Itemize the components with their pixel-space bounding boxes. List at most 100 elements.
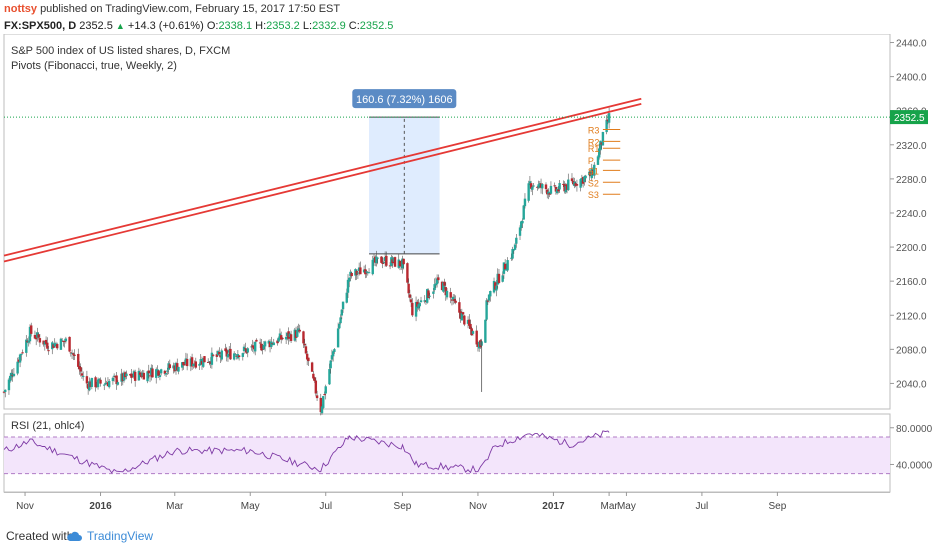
candle-body	[246, 348, 249, 353]
high-label: H:	[255, 20, 267, 32]
candle-body	[471, 331, 475, 334]
candle-body	[51, 342, 54, 350]
price-tick-label: 2200.0	[896, 243, 927, 254]
candle-body	[116, 382, 120, 385]
candle-body	[17, 359, 21, 362]
candle-body	[567, 179, 570, 191]
author-link[interactable]: nottsy	[4, 3, 37, 15]
candle-body	[125, 373, 128, 377]
candle-body	[70, 352, 74, 354]
candle-body	[185, 358, 189, 367]
candle-body	[255, 339, 258, 342]
candle-body	[200, 361, 204, 365]
candle-body	[42, 340, 45, 345]
candle-body	[38, 338, 42, 343]
candle-body	[590, 168, 593, 179]
candle-body	[492, 280, 496, 293]
candle-body	[572, 180, 575, 185]
candle-body	[85, 376, 89, 384]
candle-body	[409, 299, 413, 303]
candle-body	[286, 333, 289, 337]
measure-tool[interactable]: 160.6 (7.32%) 1606	[352, 89, 457, 255]
candle-body	[307, 357, 310, 362]
candle-body	[598, 148, 601, 158]
candle-body	[132, 371, 136, 378]
candle-body	[541, 183, 544, 189]
candle-body	[190, 357, 194, 367]
candle-body	[95, 385, 99, 387]
candle-body	[484, 319, 487, 343]
candle-body	[406, 263, 409, 283]
candle-body	[156, 369, 159, 371]
rsi-legend: RSI (21, ohlc4)	[11, 420, 84, 432]
candle-body	[392, 257, 395, 262]
candle-body	[450, 299, 454, 301]
pivot-label-r1: R1	[588, 144, 600, 154]
candle-body	[166, 370, 169, 372]
candle-body	[37, 334, 40, 338]
candle-body	[89, 381, 92, 388]
candle-body	[557, 189, 560, 192]
candle-body	[224, 348, 227, 352]
candle-body	[303, 343, 306, 346]
candle-body	[278, 333, 282, 340]
candle-body	[584, 175, 587, 179]
candle-body	[251, 345, 254, 348]
candle-body	[104, 382, 107, 385]
candle-body	[495, 285, 498, 291]
published-text: published on TradingView.com, February 1…	[40, 3, 341, 15]
candle-body	[88, 381, 91, 391]
candle-body	[511, 248, 514, 259]
last-price-badge	[890, 110, 928, 125]
candle-body	[131, 376, 134, 378]
last-price: 2352.5	[79, 20, 113, 32]
candle-body	[63, 340, 66, 342]
candle-body	[157, 370, 160, 376]
candle-body	[340, 309, 344, 316]
candle-body	[575, 184, 579, 186]
candle-body	[2, 391, 6, 393]
candle-body	[211, 354, 215, 356]
candle-body	[338, 323, 341, 329]
pivot-label-s3: S3	[588, 190, 599, 200]
candle-body	[349, 271, 352, 277]
candle-body	[432, 291, 435, 294]
candle-body	[489, 290, 492, 297]
candle-body	[16, 361, 19, 374]
candle-body	[53, 343, 56, 347]
candle-body	[294, 330, 298, 338]
candle-body	[390, 257, 393, 266]
candle-body	[400, 264, 403, 267]
pivot-label-s2: S2	[588, 178, 599, 188]
symbol-label[interactable]: FX:SPX500, D	[4, 20, 77, 32]
candle-body	[314, 380, 318, 394]
candle-body	[218, 351, 221, 355]
candle-body	[34, 337, 38, 340]
candle-body	[115, 375, 118, 385]
price-tick-label: 2400.0	[896, 73, 927, 84]
candle-body	[562, 183, 565, 185]
price-axis[interactable]: 2440.02400.02360.02320.02280.02240.02200…	[890, 39, 928, 391]
candle-body	[141, 372, 144, 377]
trendlines[interactable]	[3, 97, 642, 263]
candle-body	[96, 379, 100, 388]
candle-body	[244, 348, 247, 350]
candle-body	[99, 379, 102, 384]
candle-body	[228, 350, 231, 353]
candle-body	[433, 284, 436, 291]
rsi-pane[interactable]: 80.0000 40.0000	[3, 424, 932, 475]
price-pane-border	[3, 34, 891, 410]
tradingview-link[interactable]: TradingView	[87, 529, 154, 543]
candle-body	[322, 396, 325, 408]
candle-body	[461, 312, 465, 315]
candle-body	[356, 272, 360, 274]
candle-body	[260, 343, 263, 351]
candle-body	[547, 191, 550, 195]
candle-body	[208, 361, 211, 363]
candle-body	[549, 185, 553, 194]
candle-body	[469, 323, 472, 329]
candle-body	[453, 298, 456, 301]
time-axis[interactable]: Nov 2016 Mar May Jul Sep Nov 2017 Mar May Jul Sep	[4, 492, 890, 512]
time-tick-label: Mar	[600, 501, 618, 512]
